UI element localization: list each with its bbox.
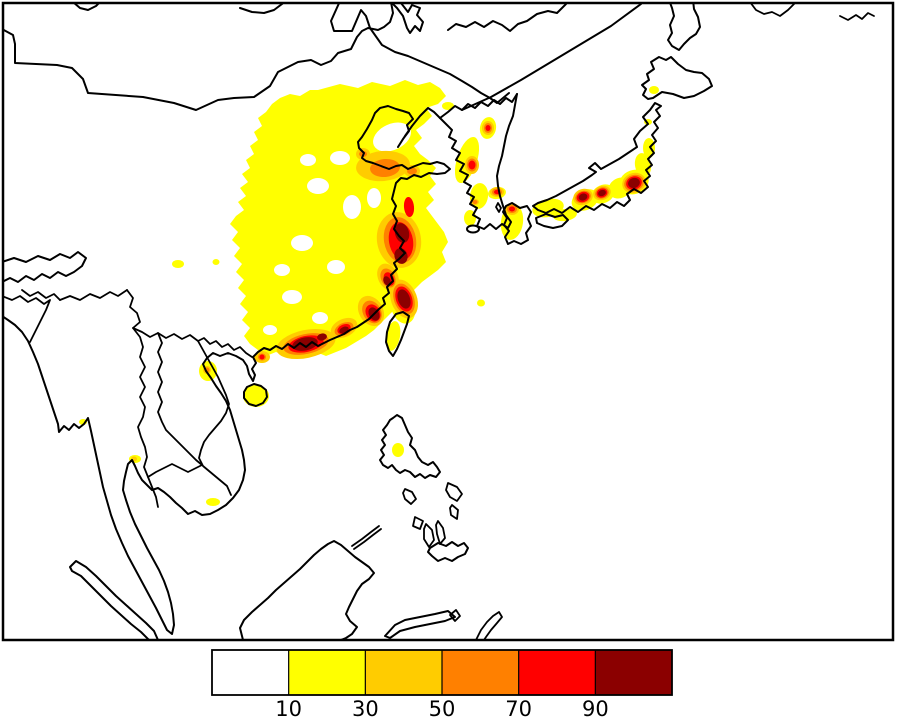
heat-blob [598,189,606,197]
heat-blob [472,200,478,204]
heat-blob [628,177,640,189]
heat-blob [485,125,491,131]
heat-blob [172,260,184,268]
coastline-panay [412,516,424,530]
colorbar-tick-10: 10 [275,697,302,721]
coastline-island-fragment-1 [475,611,503,639]
heat-hole [330,151,350,165]
colorbar-tick-70: 70 [505,697,532,721]
heat-blob [394,223,410,243]
coastline-honshu [532,102,662,214]
coastline-china [4,105,451,635]
heat-blob [442,102,454,110]
coastline-sulawesi-arm [384,610,456,639]
heat-blob [509,206,515,212]
heat-blob [206,498,220,506]
heat-hole [282,290,302,304]
heat-hole [300,154,316,166]
coastline-russia-mongolia [4,4,394,111]
coastline-hokkaido [641,56,713,100]
colorbar-tick-30: 30 [352,697,379,721]
border-myanmar-china [59,289,128,301]
coastline-kyushu [502,202,532,245]
coastline-bangladesh [4,295,51,343]
coastline-mindanao-north [427,541,469,562]
heat-hole [343,195,361,219]
coastline-negros [423,523,435,548]
coastline-tsushima [495,202,502,213]
heat-blob [468,160,476,170]
colorbar-segment-0 [212,650,289,695]
colorbar-segment-3 [442,650,519,695]
colorbar-tick-90: 90 [582,697,609,721]
coastline-amur-dip [239,4,284,14]
colorbar-tick-50: 50 [429,697,456,721]
heat-blob [578,193,588,201]
coastline-top-notch [73,4,100,11]
heat-blob [317,333,327,341]
heat-blob [649,86,659,94]
coastline-jeju [466,224,480,234]
border-china-indochina [132,327,253,358]
heat-hole [274,264,290,276]
border-ussuri [461,4,642,111]
border-china-northkorea [439,93,518,119]
heat-holes [263,122,411,335]
border-myanmar-thailand [126,289,159,508]
heat-blob [383,276,391,286]
coastline-sumatra [69,560,159,639]
coastline-samar [445,482,463,502]
border-laos-vietnam [197,340,232,496]
coastline-borneo [239,540,375,639]
border-cambodia [147,463,203,478]
heat-blob [292,337,318,351]
heat-hole [263,325,277,335]
heat-hole [307,178,329,194]
heat-blob [212,259,220,265]
colorbar-segment-1 [288,650,366,695]
heat-blob [385,321,401,351]
coastline-northeast-india [4,251,87,283]
heat-blob [259,354,265,360]
colorbar-segment-4 [518,650,596,695]
coastlines [4,4,875,639]
coastline-palawan-2 [353,528,382,550]
heat-hole [312,312,328,324]
heat-blob [243,385,269,407]
heat-blob [397,289,411,309]
border-thailand-laos-cambodia [157,332,203,466]
coastline-taiwan [385,311,410,357]
coastline-amur-zigzag [391,4,424,34]
colorbar-segment-5 [595,650,672,695]
coastline-mindoro [402,488,417,505]
border-myanmar-india [21,289,61,301]
coastline-topright-fragment [839,12,875,21]
colorbar-segment-2 [365,650,442,695]
coastline-sakhalin [667,4,701,51]
heat-blob [403,197,415,217]
heat-hole [327,260,345,274]
coastline-shikoku [535,213,569,229]
coastline-primorye [447,4,567,32]
coastline-hainan [243,383,268,407]
heat-layer-90 [292,177,640,351]
heat-hole [367,188,381,208]
heat-hole [373,122,411,152]
coastline-island-fragment-2 [449,609,461,622]
coastline-leyte [449,504,459,520]
colorbar-frame [211,649,673,696]
coastline-kuril-fragment [750,4,795,17]
heat-blob [392,443,404,457]
coastline-luzon [379,414,441,479]
heat-blob [643,138,655,158]
coastline-palawan [351,525,380,547]
colorbar: 10 30 50 70 90 [211,649,673,721]
heat-blob [477,299,485,307]
heat-hole [291,235,313,251]
